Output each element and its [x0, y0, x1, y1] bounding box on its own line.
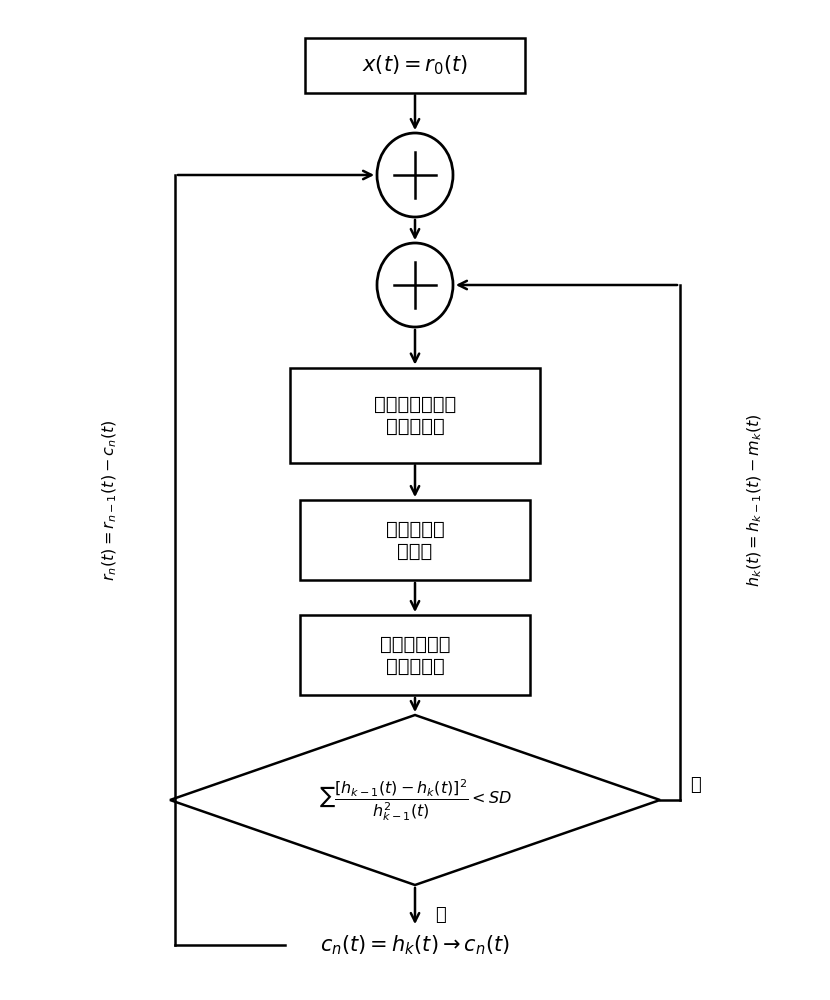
Bar — [305, 37, 525, 93]
Text: 上下包络线
的计算: 上下包络线 的计算 — [386, 520, 444, 560]
Bar — [300, 615, 530, 695]
Text: $c_n(t)=h_k(t)\rightarrow c_n(t)$: $c_n(t)=h_k(t)\rightarrow c_n(t)$ — [320, 933, 510, 957]
Bar — [290, 367, 540, 462]
Text: 否: 否 — [690, 776, 701, 794]
Bar — [300, 500, 530, 580]
Text: $h_k(t)=h_{k-1}(t)-m_k(t)$: $h_k(t)=h_{k-1}(t)-m_k(t)$ — [746, 413, 764, 587]
Text: 局部最小値和最
大値的提取: 局部最小値和最 大値的提取 — [374, 394, 456, 436]
Text: $r_n(t)=r_{n-1}(t)-c_n(t)$: $r_n(t)=r_{n-1}(t)-c_n(t)$ — [100, 419, 120, 581]
Text: 是: 是 — [435, 906, 446, 924]
Text: $x(t)=r_0(t)$: $x(t)=r_0(t)$ — [362, 53, 468, 77]
Text: $\sum\dfrac{\left[h_{k-1}(t)-h_k(t)\right]^2}{h_{k-1}^2(t)}<SD$: $\sum\dfrac{\left[h_{k-1}(t)-h_k(t)\righ… — [319, 777, 511, 823]
Text: 计算上下包络
线的平均値: 计算上下包络 线的平均値 — [380, 635, 450, 676]
